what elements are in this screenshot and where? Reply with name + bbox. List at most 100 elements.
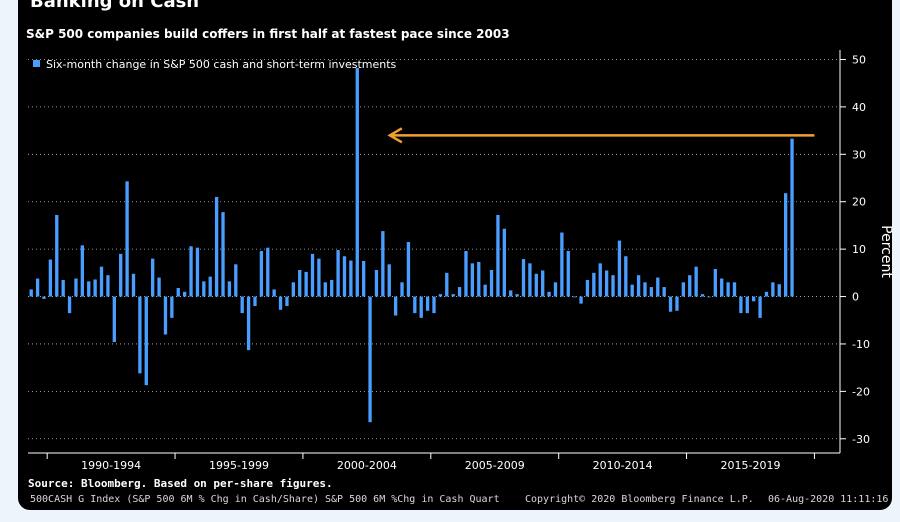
bar <box>771 282 775 297</box>
bar <box>783 193 788 297</box>
index-description: 500CASH G Index (S&P 500 6M % Chg in Cas… <box>30 494 500 505</box>
bar <box>432 296 436 314</box>
bar <box>700 294 705 297</box>
bar <box>604 270 609 297</box>
bar <box>515 294 519 297</box>
bar <box>227 281 232 297</box>
y-tick-label: 50 <box>852 53 866 66</box>
bar <box>138 296 142 374</box>
copyright-text: Copyright© 2020 Bloomberg Finance L.P. <box>525 494 754 505</box>
bar <box>48 259 53 297</box>
bar <box>694 266 698 297</box>
bar <box>790 138 794 297</box>
bar <box>208 276 212 297</box>
bar <box>374 269 379 297</box>
bar <box>163 296 168 335</box>
bar <box>758 296 762 318</box>
bar <box>681 282 686 297</box>
y-tick-label: 20 <box>852 196 866 209</box>
x-tick-label: 2005-2009 <box>465 459 525 472</box>
legend-swatch <box>33 60 40 67</box>
chart-title: S&P 500 companies build coffers in first… <box>26 27 510 41</box>
bar <box>61 279 65 297</box>
timestamp: 06-Aug-2020 11:11:16 <box>768 494 889 505</box>
bar <box>489 269 494 297</box>
bar <box>509 290 513 297</box>
bar <box>438 294 443 297</box>
bar <box>240 296 244 314</box>
bar <box>80 245 85 297</box>
bar <box>675 296 679 311</box>
bar <box>496 214 500 297</box>
bar <box>74 278 78 297</box>
bar <box>323 282 327 297</box>
bar <box>291 282 296 297</box>
bar <box>170 296 174 318</box>
bar <box>528 263 532 297</box>
bar <box>521 259 526 297</box>
bar <box>406 242 411 297</box>
bar <box>400 282 404 297</box>
bar <box>656 277 660 297</box>
bar <box>713 269 717 297</box>
bar <box>547 291 551 297</box>
bar <box>195 247 200 297</box>
bar <box>336 250 340 297</box>
headline: Banking on Cash <box>30 0 200 12</box>
bar <box>202 281 206 297</box>
bar <box>125 181 129 297</box>
bar <box>93 279 97 297</box>
bar <box>451 294 455 297</box>
bar <box>726 282 730 297</box>
bar <box>745 296 749 314</box>
bar <box>393 296 398 316</box>
y-tick-label: 30 <box>852 148 866 161</box>
bar <box>425 296 430 311</box>
bar <box>470 263 475 297</box>
bar <box>566 251 570 297</box>
bar <box>368 296 372 423</box>
y-tick-label: 40 <box>852 101 866 114</box>
bar <box>592 272 596 297</box>
bar <box>182 291 187 297</box>
bar <box>42 296 46 299</box>
bar <box>317 258 321 297</box>
bar <box>349 260 353 297</box>
y-tick-label: 10 <box>852 243 866 256</box>
bar <box>636 275 641 297</box>
x-tick-label: 1995-1999 <box>209 459 269 472</box>
bar <box>572 296 577 298</box>
bar <box>624 256 628 297</box>
bar <box>688 275 692 297</box>
bar <box>649 287 654 297</box>
bar <box>630 284 634 297</box>
x-tick-label: 2010-2014 <box>593 459 653 472</box>
bar <box>246 296 251 351</box>
bar <box>483 284 487 297</box>
bar <box>643 282 647 297</box>
y-tick-label: -30 <box>852 433 870 446</box>
bar <box>253 296 257 307</box>
bar <box>457 287 462 297</box>
bar <box>362 260 366 297</box>
bar <box>29 289 33 297</box>
annotation-arrowhead <box>387 127 403 144</box>
bar <box>381 231 385 297</box>
bar <box>35 278 40 297</box>
bar <box>464 251 468 297</box>
bar <box>553 282 558 297</box>
bar <box>234 264 238 297</box>
source-note: Source: Bloomberg. Based on per-share fi… <box>28 477 333 490</box>
bar <box>502 228 506 297</box>
bar <box>534 273 538 297</box>
bar <box>419 296 423 318</box>
bar <box>541 270 545 297</box>
bar <box>67 296 72 314</box>
bar <box>720 278 724 297</box>
bar <box>55 214 59 297</box>
bar <box>445 272 449 297</box>
y-axis-title: Percent <box>878 225 892 278</box>
bar <box>355 68 359 297</box>
bar <box>298 269 302 297</box>
bar <box>278 296 283 310</box>
